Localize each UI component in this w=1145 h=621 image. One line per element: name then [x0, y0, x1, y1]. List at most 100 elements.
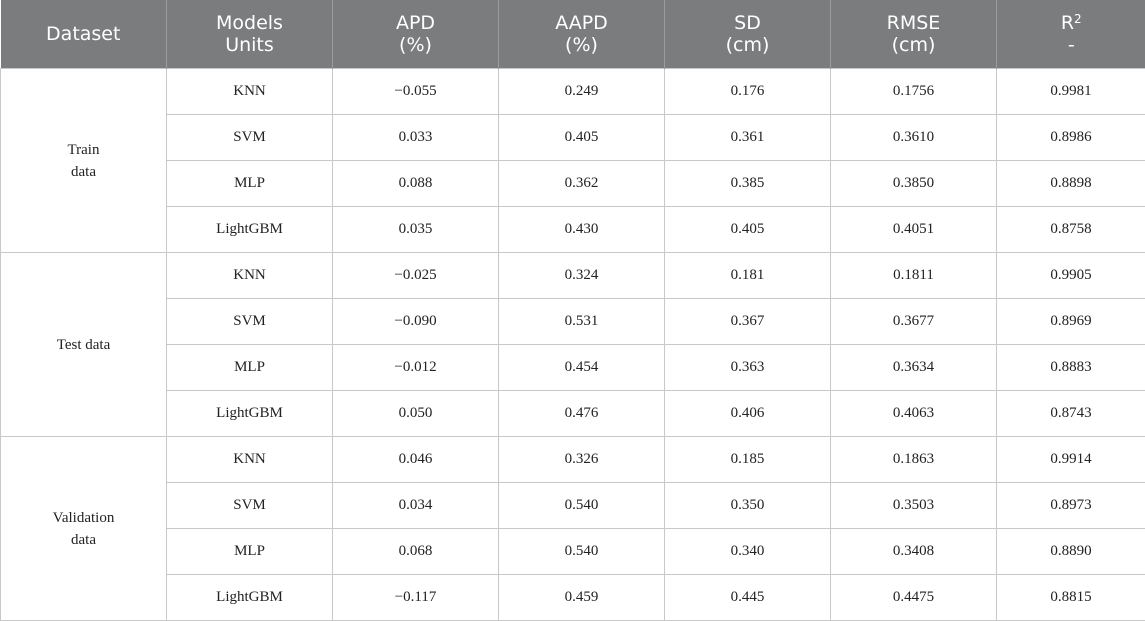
- table-row: LightGBM 0.035 0.430 0.405 0.4051 0.8758: [1, 207, 1145, 253]
- rmse-cell: 0.3634: [831, 345, 997, 391]
- sd-cell: 0.181: [665, 253, 831, 299]
- table-row: MLP 0.068 0.540 0.340 0.3408 0.8890: [1, 529, 1145, 575]
- sd-cell: 0.350: [665, 483, 831, 529]
- sd-cell: 0.385: [665, 161, 831, 207]
- rmse-cell: 0.1756: [831, 69, 997, 115]
- aapd-cell: 0.249: [499, 69, 665, 115]
- sd-cell: 0.340: [665, 529, 831, 575]
- dataset-label-line: Train: [1, 139, 166, 161]
- apd-cell: −0.090: [333, 299, 499, 345]
- table-row: MLP −0.012 0.454 0.363 0.3634 0.8883: [1, 345, 1145, 391]
- apd-cell: −0.012: [333, 345, 499, 391]
- r2-cell: 0.9905: [997, 253, 1145, 299]
- aapd-cell: 0.362: [499, 161, 665, 207]
- model-cell: MLP: [167, 161, 333, 207]
- aapd-cell: 0.540: [499, 529, 665, 575]
- aapd-cell: 0.540: [499, 483, 665, 529]
- aapd-cell: 0.531: [499, 299, 665, 345]
- header-aapd: AAPD (%): [499, 0, 665, 69]
- rmse-cell: 0.3677: [831, 299, 997, 345]
- aapd-cell: 0.459: [499, 575, 665, 621]
- r2-cell: 0.8743: [997, 391, 1145, 437]
- model-cell: MLP: [167, 529, 333, 575]
- model-cell: LightGBM: [167, 391, 333, 437]
- r2-cell: 0.8758: [997, 207, 1145, 253]
- dataset-group-train: Train data: [1, 69, 167, 253]
- r2-cell: 0.8969: [997, 299, 1145, 345]
- rmse-cell: 0.4051: [831, 207, 997, 253]
- r2-cell: 0.8815: [997, 575, 1145, 621]
- dataset-label-line: data: [1, 161, 166, 183]
- apd-cell: 0.033: [333, 115, 499, 161]
- dataset-label-line: Test data: [1, 334, 166, 356]
- model-cell: KNN: [167, 69, 333, 115]
- header-r2-superscript: 2: [1074, 12, 1082, 26]
- rmse-cell: 0.3503: [831, 483, 997, 529]
- rmse-cell: 0.3408: [831, 529, 997, 575]
- header-apd-label: APD: [333, 12, 498, 34]
- dataset-group-test: Test data: [1, 253, 167, 437]
- model-cell: SVM: [167, 299, 333, 345]
- header-r2-base: R: [1061, 12, 1074, 34]
- aapd-cell: 0.324: [499, 253, 665, 299]
- aapd-cell: 0.430: [499, 207, 665, 253]
- sd-cell: 0.406: [665, 391, 831, 437]
- model-cell: LightGBM: [167, 575, 333, 621]
- header-units-label: Units: [167, 34, 332, 56]
- table-row: Validation data KNN 0.046 0.326 0.185 0.…: [1, 437, 1145, 483]
- r2-cell: 0.8973: [997, 483, 1145, 529]
- table-row: LightGBM 0.050 0.476 0.406 0.4063 0.8743: [1, 391, 1145, 437]
- apd-cell: 0.035: [333, 207, 499, 253]
- table-header: Dataset Models Units APD (%) AAPD (%) SD…: [1, 0, 1145, 69]
- header-dataset: Dataset: [1, 0, 167, 69]
- dataset-label-line: Validation: [1, 507, 166, 529]
- model-cell: SVM: [167, 483, 333, 529]
- table-row: SVM −0.090 0.531 0.367 0.3677 0.8969: [1, 299, 1145, 345]
- apd-cell: 0.050: [333, 391, 499, 437]
- header-r2-label: R2: [997, 12, 1145, 34]
- r2-cell: 0.8890: [997, 529, 1145, 575]
- r2-cell: 0.8986: [997, 115, 1145, 161]
- header-sd: SD (cm): [665, 0, 831, 69]
- header-sd-label: SD: [665, 12, 830, 34]
- table-row: SVM 0.033 0.405 0.361 0.3610 0.8986: [1, 115, 1145, 161]
- rmse-cell: 0.4475: [831, 575, 997, 621]
- r2-cell: 0.9914: [997, 437, 1145, 483]
- header-aapd-unit: (%): [499, 34, 664, 56]
- r2-cell: 0.9981: [997, 69, 1145, 115]
- rmse-cell: 0.3610: [831, 115, 997, 161]
- table-body: Train data KNN −0.055 0.249 0.176 0.1756…: [1, 69, 1145, 621]
- apd-cell: −0.117: [333, 575, 499, 621]
- table-row: MLP 0.088 0.362 0.385 0.3850 0.8898: [1, 161, 1145, 207]
- header-row: Dataset Models Units APD (%) AAPD (%) SD…: [1, 0, 1145, 69]
- model-cell: KNN: [167, 437, 333, 483]
- header-apd-unit: (%): [333, 34, 498, 56]
- sd-cell: 0.445: [665, 575, 831, 621]
- aapd-cell: 0.405: [499, 115, 665, 161]
- aapd-cell: 0.476: [499, 391, 665, 437]
- apd-cell: 0.088: [333, 161, 499, 207]
- model-cell: MLP: [167, 345, 333, 391]
- header-models: Models Units: [167, 0, 333, 69]
- header-rmse: RMSE (cm): [831, 0, 997, 69]
- header-aapd-label: AAPD: [499, 12, 664, 34]
- rmse-cell: 0.3850: [831, 161, 997, 207]
- aapd-cell: 0.326: [499, 437, 665, 483]
- apd-cell: 0.068: [333, 529, 499, 575]
- table-row: Train data KNN −0.055 0.249 0.176 0.1756…: [1, 69, 1145, 115]
- sd-cell: 0.185: [665, 437, 831, 483]
- dataset-group-validation: Validation data: [1, 437, 167, 621]
- sd-cell: 0.361: [665, 115, 831, 161]
- model-cell: SVM: [167, 115, 333, 161]
- sd-cell: 0.363: [665, 345, 831, 391]
- rmse-cell: 0.4063: [831, 391, 997, 437]
- sd-cell: 0.367: [665, 299, 831, 345]
- rmse-cell: 0.1863: [831, 437, 997, 483]
- header-dataset-label: Dataset: [1, 23, 167, 45]
- sd-cell: 0.176: [665, 69, 831, 115]
- table-row: LightGBM −0.117 0.459 0.445 0.4475 0.881…: [1, 575, 1145, 621]
- header-sd-unit: (cm): [665, 34, 830, 56]
- header-r2: R2 -: [997, 0, 1145, 69]
- apd-cell: 0.034: [333, 483, 499, 529]
- header-r2-unit: -: [997, 34, 1145, 56]
